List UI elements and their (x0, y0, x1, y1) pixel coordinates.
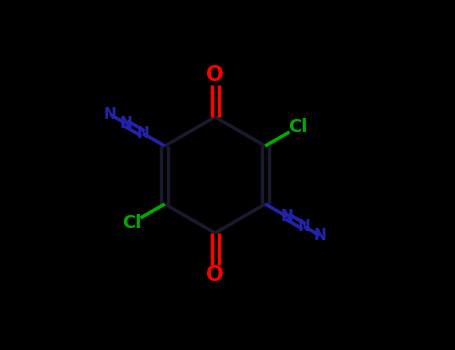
Text: N: N (137, 126, 150, 141)
Text: Cl: Cl (122, 214, 142, 232)
Text: N: N (280, 209, 293, 224)
Text: N: N (298, 219, 311, 234)
Text: N: N (119, 116, 132, 131)
Text: O: O (206, 265, 224, 285)
Text: O: O (206, 65, 224, 85)
Text: Cl: Cl (288, 118, 308, 136)
Text: N: N (104, 107, 116, 122)
Text: N: N (313, 228, 326, 243)
